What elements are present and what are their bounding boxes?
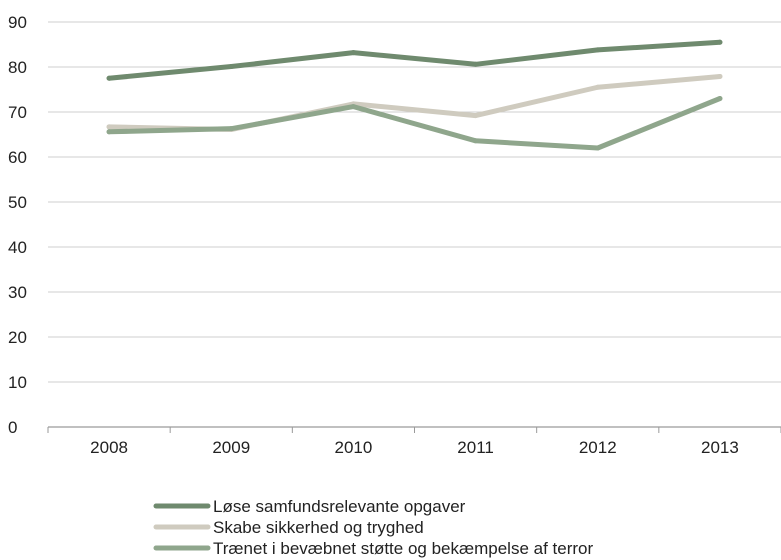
series-lines bbox=[106, 39, 723, 151]
data-point-0-2010 bbox=[350, 50, 356, 56]
y-tick-label: 30 bbox=[8, 283, 27, 302]
x-tick-label-2011: 2011 bbox=[457, 438, 494, 457]
y-tick-label: 50 bbox=[8, 193, 27, 212]
data-point-2-2008 bbox=[106, 129, 112, 135]
x-tick-label-2009: 2009 bbox=[212, 438, 250, 457]
data-point-2-2009 bbox=[228, 126, 234, 132]
y-tick-label: 70 bbox=[8, 103, 27, 122]
legend-label-1: Skabe sikkerhed og tryghed bbox=[213, 518, 424, 537]
axes: 0 10 20 30 40 50 60 70 80 90 2008 2009 2010 2011 2012 2… bbox=[8, 13, 781, 457]
legend-label-2: Trænet i bevæbnet støtte og bekæmpelse a… bbox=[213, 539, 593, 558]
data-point-0-2012 bbox=[595, 47, 601, 53]
data-point-1-2012 bbox=[595, 84, 601, 90]
x-tick-label-2013: 2013 bbox=[701, 438, 739, 457]
data-point-0-2013 bbox=[717, 39, 723, 45]
data-point-0-2009 bbox=[228, 64, 234, 70]
y-tick-label: 80 bbox=[8, 58, 27, 77]
x-tick-label-2010: 2010 bbox=[335, 438, 373, 457]
y-tick-label: 40 bbox=[8, 238, 27, 257]
x-tick-label-2012: 2012 bbox=[579, 438, 617, 457]
y-tick-label: 90 bbox=[8, 13, 27, 32]
data-point-1-2011 bbox=[473, 113, 479, 119]
data-point-0-2011 bbox=[473, 61, 479, 67]
series-line-0 bbox=[106, 39, 723, 81]
legend-label-0: Løse samfundsrelevante opgaver bbox=[213, 497, 466, 516]
data-point-0-2008 bbox=[106, 75, 112, 81]
y-tick-label: 0 bbox=[8, 418, 17, 437]
series-line-2 bbox=[106, 96, 723, 151]
y-tick-label: 20 bbox=[8, 328, 27, 347]
data-point-2-2012 bbox=[595, 145, 601, 151]
y-tick-label: 10 bbox=[8, 373, 27, 392]
legend: Løse samfundsrelevante opgaver Skabe sikk… bbox=[153, 497, 593, 558]
data-point-2-2010 bbox=[350, 104, 356, 110]
data-point-1-2013 bbox=[717, 73, 723, 79]
data-point-2-2011 bbox=[473, 138, 479, 144]
data-point-1-2008 bbox=[106, 124, 112, 130]
gridlines bbox=[48, 21, 781, 383]
data-point-2-2013 bbox=[717, 96, 723, 101]
x-tick-label-2008: 2008 bbox=[90, 438, 128, 457]
y-tick-label: 60 bbox=[8, 148, 27, 167]
